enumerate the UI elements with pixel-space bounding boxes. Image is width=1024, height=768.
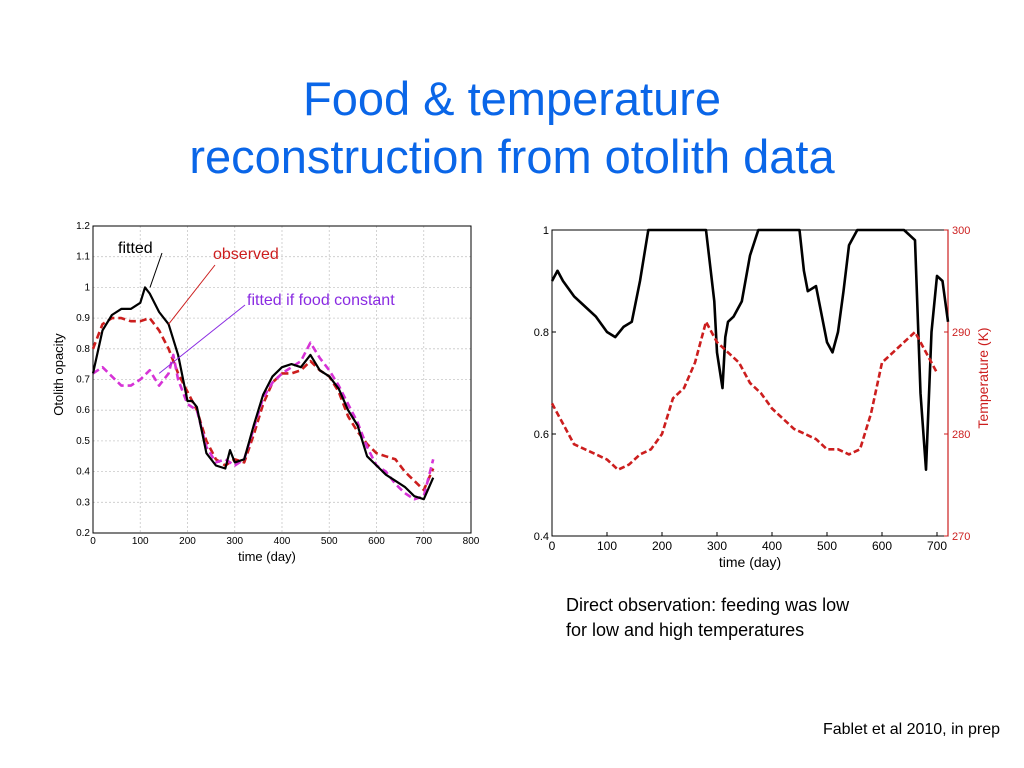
opacity-chart-ylabel: Otolith opacity <box>51 333 66 416</box>
caption: Direct observation: feeding was low for … <box>566 593 946 643</box>
annotation-food-constant: fitted if food constant <box>247 292 395 309</box>
temperature-chart-ticks: 0 100 200 300 400 500 600 700 0.4 0.6 0.8 1 270 280 29… <box>534 225 971 553</box>
series-temperature <box>550 320 939 471</box>
opacity-chart: 0 100 200 300 400 500 600 700 800 0.2 0.3 0.4 0.5 0.6… <box>51 221 480 564</box>
y-tick-label: 0.8 <box>534 327 549 339</box>
caption-line-2: for low and high temperatures <box>566 620 805 640</box>
x-tick-label: 700 <box>415 536 432 547</box>
temperature-chart-lines <box>550 228 950 471</box>
x-tick-label: 800 <box>463 536 480 547</box>
annotation-observed-arrow <box>168 264 216 325</box>
y-tick-label: 0.4 <box>76 467 90 478</box>
x-tick-label: 200 <box>652 539 672 553</box>
series-observed <box>91 316 435 492</box>
opacity-chart-lines <box>91 286 435 501</box>
x-tick-label: 300 <box>226 536 243 547</box>
y-tick-label: 0.5 <box>76 436 90 447</box>
x-tick-label: 500 <box>817 539 837 553</box>
x-tick-label: 0 <box>90 536 96 547</box>
y-tick-label: 0.6 <box>76 405 90 416</box>
slide-title: Food & temperature reconstruction from o… <box>0 70 1024 186</box>
y-tick-label: 1 <box>84 282 90 293</box>
y-right-tick-label: 290 <box>952 327 970 339</box>
x-tick-label: 200 <box>179 536 196 547</box>
temperature-chart-xlabel: time (day) <box>719 554 781 570</box>
y-right-tick-label: 270 <box>952 531 970 543</box>
series-food-constant <box>92 341 435 501</box>
x-tick-label: 100 <box>597 539 617 553</box>
annotation-fitted: fitted <box>118 240 153 257</box>
opacity-chart-ticks: 0 100 200 300 400 500 600 700 800 0.2 0.3 0.4 0.5 0.6… <box>76 221 480 547</box>
x-tick-label: 0 <box>549 539 556 553</box>
temperature-chart: 0 100 200 300 400 500 600 700 0.4 0.6 0.8 1 270 280 29… <box>534 225 991 570</box>
x-tick-label: 500 <box>321 536 338 547</box>
series-fitted <box>550 228 950 471</box>
x-tick-label: 400 <box>274 536 291 547</box>
y-right-tick-label: 280 <box>952 429 970 441</box>
citation: Fablet et al 2010, in prep <box>822 721 1000 738</box>
y-tick-label: 1.2 <box>76 221 90 232</box>
annotation-observed: observed <box>213 246 279 263</box>
y-tick-label: 0.2 <box>76 528 90 539</box>
y-tick-label: 0.3 <box>76 497 90 508</box>
x-tick-label: 600 <box>368 536 385 547</box>
opacity-chart-frame <box>92 225 472 534</box>
y-tick-label: 0.9 <box>76 313 90 324</box>
annotation-fitted-arrow <box>149 252 163 288</box>
opacity-chart-grid <box>92 225 472 534</box>
y-tick-label: 0.6 <box>534 429 549 441</box>
x-tick-label: 300 <box>707 539 727 553</box>
y-tick-label: 0.7 <box>76 375 90 386</box>
annotation-food-constant-arrow <box>158 304 246 374</box>
temperature-chart-ylabel-right: Temperature (K) <box>975 327 991 428</box>
title-line-2: reconstruction from otolith data <box>189 130 835 183</box>
caption-line-1: Direct observation: feeding was low <box>566 595 850 615</box>
x-tick-label: 100 <box>132 536 149 547</box>
series-fitted <box>91 286 435 501</box>
y-tick-label: 0.4 <box>534 531 549 543</box>
x-tick-label: 400 <box>762 539 782 553</box>
y-tick-label: 1.1 <box>76 252 90 263</box>
opacity-chart-annotations: fitted observed fitted if food constant <box>118 240 395 374</box>
y-right-tick-label: 300 <box>952 225 970 237</box>
title-line-1: Food & temperature <box>303 72 721 125</box>
x-tick-label: 600 <box>872 539 892 553</box>
y-tick-label: 0.8 <box>76 344 90 355</box>
opacity-chart-xlabel: time (day) <box>238 549 296 564</box>
y-tick-label: 1 <box>543 225 549 237</box>
x-tick-label: 700 <box>927 539 947 553</box>
